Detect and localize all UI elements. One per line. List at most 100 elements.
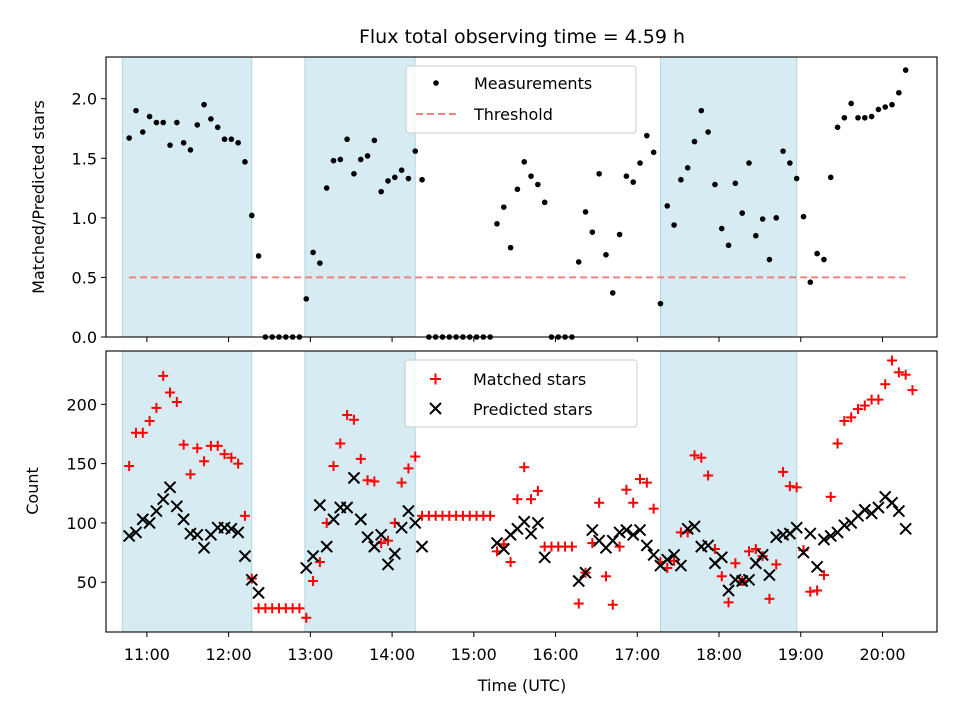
measurement-point [194, 122, 201, 128]
legend-matched-label: Matched stars [473, 370, 586, 389]
bottom-plot-frame [105, 350, 938, 633]
matched-star-point [199, 456, 210, 467]
predicted-star-point [688, 520, 701, 533]
predicted-star-point [409, 516, 422, 530]
x-stroke-b [538, 551, 551, 564]
measurement-point [684, 165, 691, 171]
matched-star-point [526, 494, 537, 505]
measurement-point [596, 170, 602, 177]
matched-star-point [887, 355, 898, 366]
measurement-point [807, 279, 814, 285]
x-stroke-b [197, 541, 211, 555]
measurement-point [221, 136, 228, 143]
predicted-star-point [524, 527, 538, 540]
matched-star-point [158, 370, 169, 381]
measurement-point [637, 160, 643, 166]
x-tick-label: 14:00 [369, 645, 415, 664]
x-stroke-b [163, 481, 177, 494]
x-stroke-b [701, 539, 715, 552]
x-stroke-b [395, 521, 408, 534]
matched-star-point [648, 503, 659, 514]
predicted-star-point [674, 559, 688, 572]
x-stroke-b [729, 573, 742, 587]
x-stroke-b [824, 529, 837, 543]
legend-threshold-label: Threshold [473, 105, 553, 124]
measurement-point [855, 114, 861, 121]
measurement-point [766, 256, 773, 263]
x-stroke-b [136, 513, 149, 526]
y-tick-label: 100 [66, 514, 97, 533]
measurement-point [644, 132, 650, 139]
shaded-interval [304, 350, 416, 633]
predicted-star-point [763, 568, 776, 582]
matched-star-point [771, 559, 782, 570]
x-stroke-b [218, 521, 231, 534]
measurement-point [126, 135, 132, 141]
x-stroke-b [306, 549, 320, 563]
matched-star-point [594, 497, 605, 508]
shaded-interval [659, 56, 798, 338]
x-stroke-b [122, 529, 136, 543]
predicted-star-point [531, 516, 545, 530]
measurement-point [133, 107, 139, 114]
measurement-point [344, 136, 350, 143]
measurement-point [753, 232, 759, 239]
measurement-point [650, 149, 657, 156]
matched-star-point [641, 477, 652, 488]
measurement-point [146, 113, 153, 120]
legend-measurements-label: Measurements [474, 74, 592, 93]
matched-star-point [893, 367, 904, 378]
matched-star-point [900, 369, 911, 380]
matched-star-point [628, 497, 639, 508]
measurement-point [603, 251, 609, 258]
shaded-interval [121, 350, 253, 633]
measurement-point [902, 67, 909, 73]
matched-star-point [818, 570, 829, 581]
shaded-interval [659, 350, 798, 633]
measurement-point [793, 175, 800, 182]
predicted-star-point [538, 551, 551, 564]
y-tick-label: 0.0 [72, 328, 97, 347]
predicted-star-point [402, 504, 415, 518]
predicted-star-point [790, 521, 803, 534]
measurement-point [419, 176, 425, 183]
x-stroke-b [327, 513, 340, 526]
measurement-point [800, 213, 807, 220]
x-stroke-b [354, 513, 367, 526]
matched-star-point [342, 410, 353, 421]
matched-star-point [144, 415, 155, 426]
bottom-legend: Matched stars Predicted stars [404, 359, 638, 428]
predicted-star-point [824, 529, 837, 543]
predicted-stars-series [122, 471, 912, 600]
x-stroke-b [742, 573, 756, 587]
matched-star-point [812, 585, 823, 596]
x-stroke-b [722, 584, 735, 597]
x-stroke-b [177, 513, 190, 526]
predicted-star-point [885, 496, 899, 509]
measurement-point [630, 179, 637, 185]
measurement-point [160, 119, 167, 126]
matched-star-point [600, 571, 611, 582]
predicted-star-point [368, 540, 381, 553]
measurement-point [712, 181, 718, 188]
x-stroke-b [572, 574, 585, 588]
predicted-star-point [381, 558, 395, 571]
measurement-point [787, 160, 793, 166]
measurement-point [535, 181, 541, 188]
measurement-point [664, 203, 671, 209]
x-stroke-b [191, 528, 204, 541]
matched-star-point [192, 443, 203, 454]
x-stroke-b [885, 496, 899, 509]
x-stroke-b [817, 533, 831, 546]
measurement-point [827, 174, 834, 181]
measurement-point [889, 101, 895, 108]
matched-star-point [396, 477, 407, 488]
x-stroke-b [361, 530, 374, 544]
x-stroke-b [674, 559, 688, 572]
measurement-point [214, 124, 221, 131]
bottom-legend-box [404, 359, 638, 428]
matched-star-point [369, 476, 380, 487]
x-stroke-b [415, 540, 429, 553]
x-stroke-b [681, 522, 694, 536]
predicted-star-point [858, 503, 872, 517]
